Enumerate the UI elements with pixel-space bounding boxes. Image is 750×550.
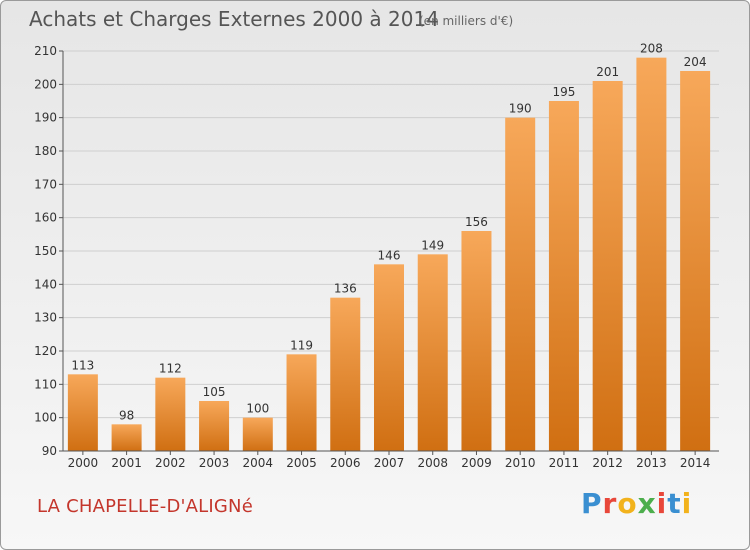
y-tick-label: 90 [42,444,57,458]
bar-value-label: 146 [378,248,401,262]
bar-2010 [505,117,536,452]
y-tick-label: 150 [34,244,57,258]
bar-2001 [111,424,142,451]
bar-value-label: 98 [119,408,134,422]
chart-title: Achats et Charges Externes 2000 à 2014 [29,7,439,31]
bar-value-label: 149 [421,238,444,252]
bar-2009 [461,231,492,451]
x-tick-label: 2004 [243,456,274,470]
y-tick-label: 160 [34,211,57,225]
bar-value-label: 113 [71,358,94,372]
bar-value-label: 190 [509,102,532,116]
y-tick-label: 190 [34,111,57,125]
x-tick-label: 2001 [111,456,142,470]
x-tick-label: 2011 [549,456,580,470]
x-tick-label: 2009 [461,456,492,470]
x-tick-label: 2006 [330,456,361,470]
bar-2013 [636,57,667,452]
x-tick-label: 2012 [592,456,623,470]
bar-value-label: 208 [640,42,663,56]
bar-2012 [592,81,623,451]
bar-value-label: 201 [596,65,619,79]
bar-2008 [417,254,448,451]
bar-value-label: 136 [334,282,357,296]
logo-letter: i [656,487,668,520]
x-tick-label: 2005 [286,456,317,470]
bar-2007 [374,264,404,451]
x-tick-label: 2000 [68,456,99,470]
bar-2014 [680,71,711,451]
x-tick-label: 2008 [417,456,448,470]
y-tick-label: 100 [34,411,57,425]
proxiti-logo[interactable]: Proxiti [581,487,692,520]
bar-2006 [330,297,361,451]
y-tick-label: 200 [34,77,57,91]
y-tick-label: 210 [34,44,57,58]
bar-2004 [242,417,273,451]
bar-value-label: 119 [290,338,313,352]
x-tick-label: 2013 [636,456,667,470]
town-name: LA CHAPELLE-D'ALIGNé [37,496,253,517]
x-tick-label: 2002 [155,456,186,470]
bars: 113 98 112 105 100 119 136 146 149 156 190 195 201 20… [67,42,711,452]
bar-2011 [548,101,579,451]
y-tick-label: 120 [34,344,57,358]
logo-letter: r [602,487,618,520]
logo-letter: t [667,487,682,520]
bar-2003 [199,401,230,451]
y-tick-label: 140 [34,277,57,291]
bar-2002 [155,377,186,451]
x-tick-label: 2010 [505,456,536,470]
x-tick-label: 2003 [199,456,230,470]
x-tick-label: 2014 [680,456,711,470]
logo-letter: o [617,487,638,520]
y-tick-label: 180 [34,144,57,158]
chart-subtitle: (en milliers d'€) [419,14,514,28]
bar-value-label: 156 [465,215,488,229]
bar-value-label: 105 [203,385,226,399]
bar-value-label: 112 [159,362,182,376]
bar-value-label: 100 [246,402,269,416]
y-tick-label: 110 [34,377,57,391]
logo-letter: x [637,487,657,520]
bar-value-label: 195 [552,85,575,99]
y-tick-label: 130 [34,311,57,325]
y-tick-label: 170 [34,177,57,191]
bar-2005 [286,354,317,451]
x-tick-label: 2007 [374,456,405,470]
logo-letter: i [681,487,693,520]
logo-letter: P [581,487,603,520]
axes: 90 100 110 120 130 140 150 160 170 180 190 200 210 20… [34,44,719,470]
bar-value-label: 204 [684,55,707,69]
bar-2000 [67,374,98,451]
